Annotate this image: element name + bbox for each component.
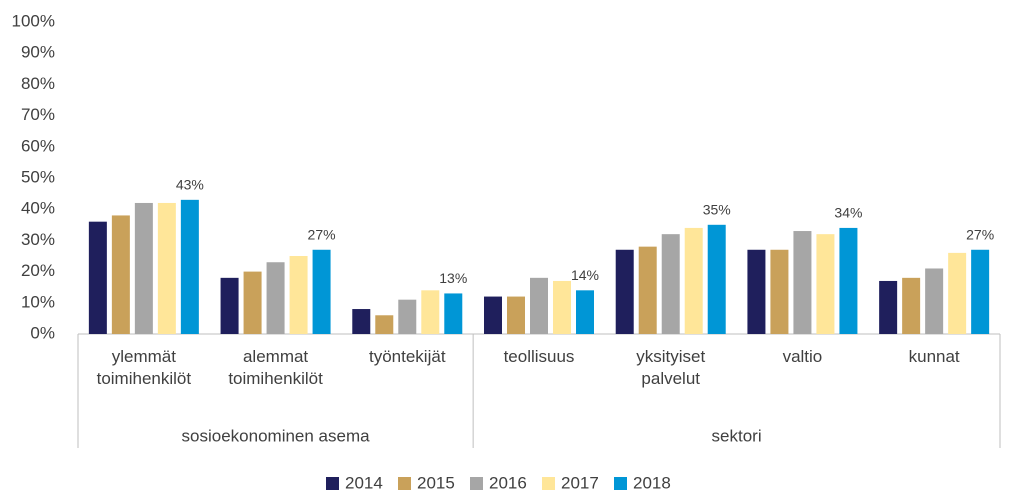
y-tick-label: 70% xyxy=(21,105,55,124)
bar xyxy=(398,299,417,334)
legend-swatch xyxy=(398,477,411,490)
legend-label: 2018 xyxy=(633,473,671,492)
data-label: 27% xyxy=(308,226,336,242)
legend-label: 2017 xyxy=(561,473,599,492)
bar xyxy=(747,249,766,334)
bar xyxy=(770,249,789,334)
legend-swatch xyxy=(470,477,483,490)
bar xyxy=(615,249,634,334)
data-label: 35% xyxy=(703,202,731,218)
bar xyxy=(553,280,571,334)
bar xyxy=(638,246,657,334)
bar xyxy=(266,262,285,334)
bar xyxy=(157,202,176,334)
x-tick-label: työntekijät xyxy=(369,347,446,366)
bar xyxy=(289,256,308,334)
y-tick-label: 30% xyxy=(21,230,55,249)
bar xyxy=(839,227,858,334)
data-label: 34% xyxy=(834,205,862,221)
data-label: 14% xyxy=(571,267,599,283)
bar xyxy=(971,249,990,334)
legend-label: 2014 xyxy=(345,473,383,492)
data-label: 27% xyxy=(966,226,994,242)
y-tick-label: 50% xyxy=(21,167,55,186)
x-tick-label: ylemmät toimihenkilöt xyxy=(97,347,192,388)
legend-label: 2016 xyxy=(489,473,527,492)
bar xyxy=(88,221,107,334)
bar xyxy=(421,290,440,334)
group-label: sosioekonominen asema xyxy=(182,426,371,445)
bar xyxy=(312,249,331,334)
bar xyxy=(925,268,944,334)
bar xyxy=(375,315,394,334)
bar xyxy=(180,199,199,334)
bar xyxy=(661,234,680,334)
bar xyxy=(243,271,262,334)
bar xyxy=(707,224,726,334)
x-tick-label: yksityiset palvelut xyxy=(636,347,705,388)
x-tick-label: alemmat toimihenkilöt xyxy=(228,347,323,388)
bar xyxy=(444,293,463,334)
group-label: sektori xyxy=(712,426,762,445)
bar xyxy=(576,290,594,334)
bar xyxy=(352,309,371,334)
bar xyxy=(793,231,812,334)
bar xyxy=(134,202,153,334)
x-tick-label: kunnat xyxy=(909,347,960,366)
bar xyxy=(948,252,967,334)
bar xyxy=(111,215,130,334)
bar xyxy=(484,296,502,334)
bar xyxy=(816,234,835,334)
y-tick-label: 40% xyxy=(21,199,55,218)
bar xyxy=(902,277,921,334)
data-label: 43% xyxy=(176,177,204,193)
bar xyxy=(684,227,703,334)
data-label: 13% xyxy=(439,270,467,286)
y-tick-label: 60% xyxy=(21,136,55,155)
bar xyxy=(530,277,548,334)
y-tick-label: 0% xyxy=(30,323,55,342)
legend-swatch xyxy=(542,477,555,490)
y-tick-label: 90% xyxy=(21,43,55,62)
y-tick-label: 100% xyxy=(12,11,55,30)
legend-swatch xyxy=(614,477,627,490)
y-tick-label: 80% xyxy=(21,74,55,93)
bar xyxy=(879,280,898,334)
bar xyxy=(220,277,239,334)
y-tick-label: 20% xyxy=(21,261,55,280)
bar xyxy=(507,296,525,334)
legend-swatch xyxy=(326,477,339,490)
x-tick-label: teollisuus xyxy=(504,347,575,366)
x-tick-label: valtio xyxy=(783,347,823,366)
legend-label: 2015 xyxy=(417,473,455,492)
y-tick-label: 10% xyxy=(21,292,55,311)
